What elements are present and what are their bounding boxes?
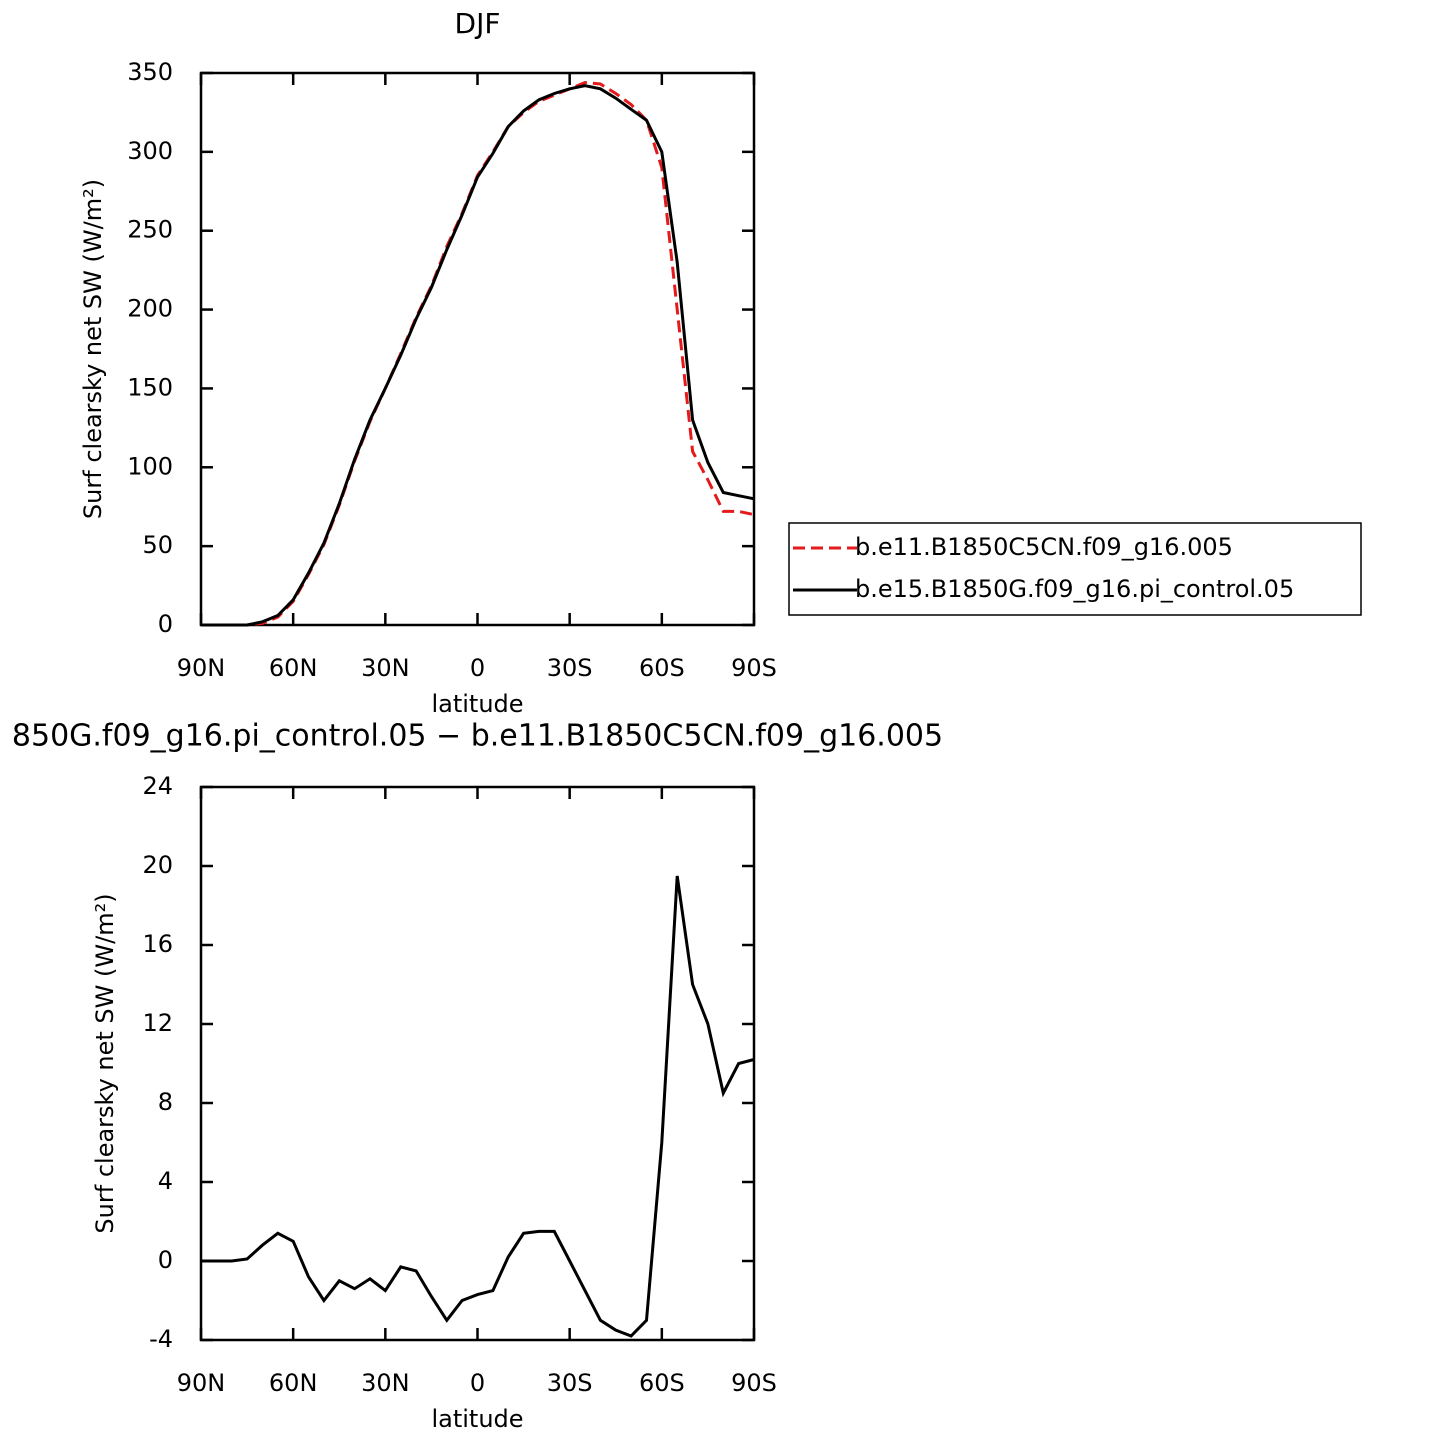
- y-tick-label: 150: [127, 373, 173, 401]
- legend-box: [788, 522, 1362, 616]
- x-tick-label: 60S: [639, 1369, 685, 1397]
- x-tick-label: 30N: [361, 1369, 410, 1397]
- y-tick-label: 100: [127, 452, 173, 480]
- legend-label: b.e11.B1850C5CN.f09_g16.005: [855, 533, 1233, 561]
- x-tick-label: 60S: [639, 654, 685, 682]
- y-tick-label: 200: [127, 295, 173, 323]
- x-tick-label: 90N: [177, 654, 226, 682]
- y-tick-label: 20: [142, 851, 173, 879]
- legend-label: b.e15.B1850G.f09_g16.pi_control.05: [855, 575, 1294, 603]
- x-tick-label: 30S: [547, 654, 593, 682]
- y-tick-label: 350: [127, 58, 173, 86]
- y-tick-label: 24: [142, 772, 173, 800]
- x-tick-label: 90S: [731, 654, 777, 682]
- chart-title: 850G.f09_g16.pi_control.05 − b.e11.B1850…: [12, 719, 943, 754]
- chart-title: DJF: [455, 7, 501, 40]
- y-tick-label: 250: [127, 216, 173, 244]
- x-tick-label: 0: [470, 1369, 485, 1397]
- y-tick-label: 0: [158, 1246, 173, 1274]
- x-tick-label: 60N: [269, 1369, 318, 1397]
- y-tick-label: -4: [149, 1325, 173, 1353]
- y-tick-label: 12: [142, 1009, 173, 1037]
- y-tick-label: 50: [142, 531, 173, 559]
- x-tick-label: 30S: [547, 1369, 593, 1397]
- data-line: [201, 80, 755, 627]
- x-tick-label: 90S: [731, 1369, 777, 1397]
- y-tick-label: 4: [158, 1167, 173, 1195]
- plot-frame: [199, 71, 756, 627]
- y-axis-label: Surf clearsky net SW (W/m²): [79, 179, 107, 519]
- data-line: [201, 84, 755, 627]
- plot-frame: [199, 785, 756, 1342]
- x-axis-label: latitude: [431, 1405, 523, 1433]
- x-tick-label: 30N: [361, 654, 410, 682]
- x-tick-label: 0: [470, 654, 485, 682]
- y-tick-label: 16: [142, 930, 173, 958]
- y-tick-label: 0: [158, 610, 173, 638]
- y-tick-label: 8: [158, 1088, 173, 1116]
- y-axis-label: Surf clearsky net SW (W/m²): [91, 893, 119, 1233]
- x-tick-label: 90N: [177, 1369, 226, 1397]
- y-tick-label: 300: [127, 137, 173, 165]
- x-axis-label: latitude: [431, 690, 523, 718]
- data-line: [201, 875, 755, 1338]
- x-tick-label: 60N: [269, 654, 318, 682]
